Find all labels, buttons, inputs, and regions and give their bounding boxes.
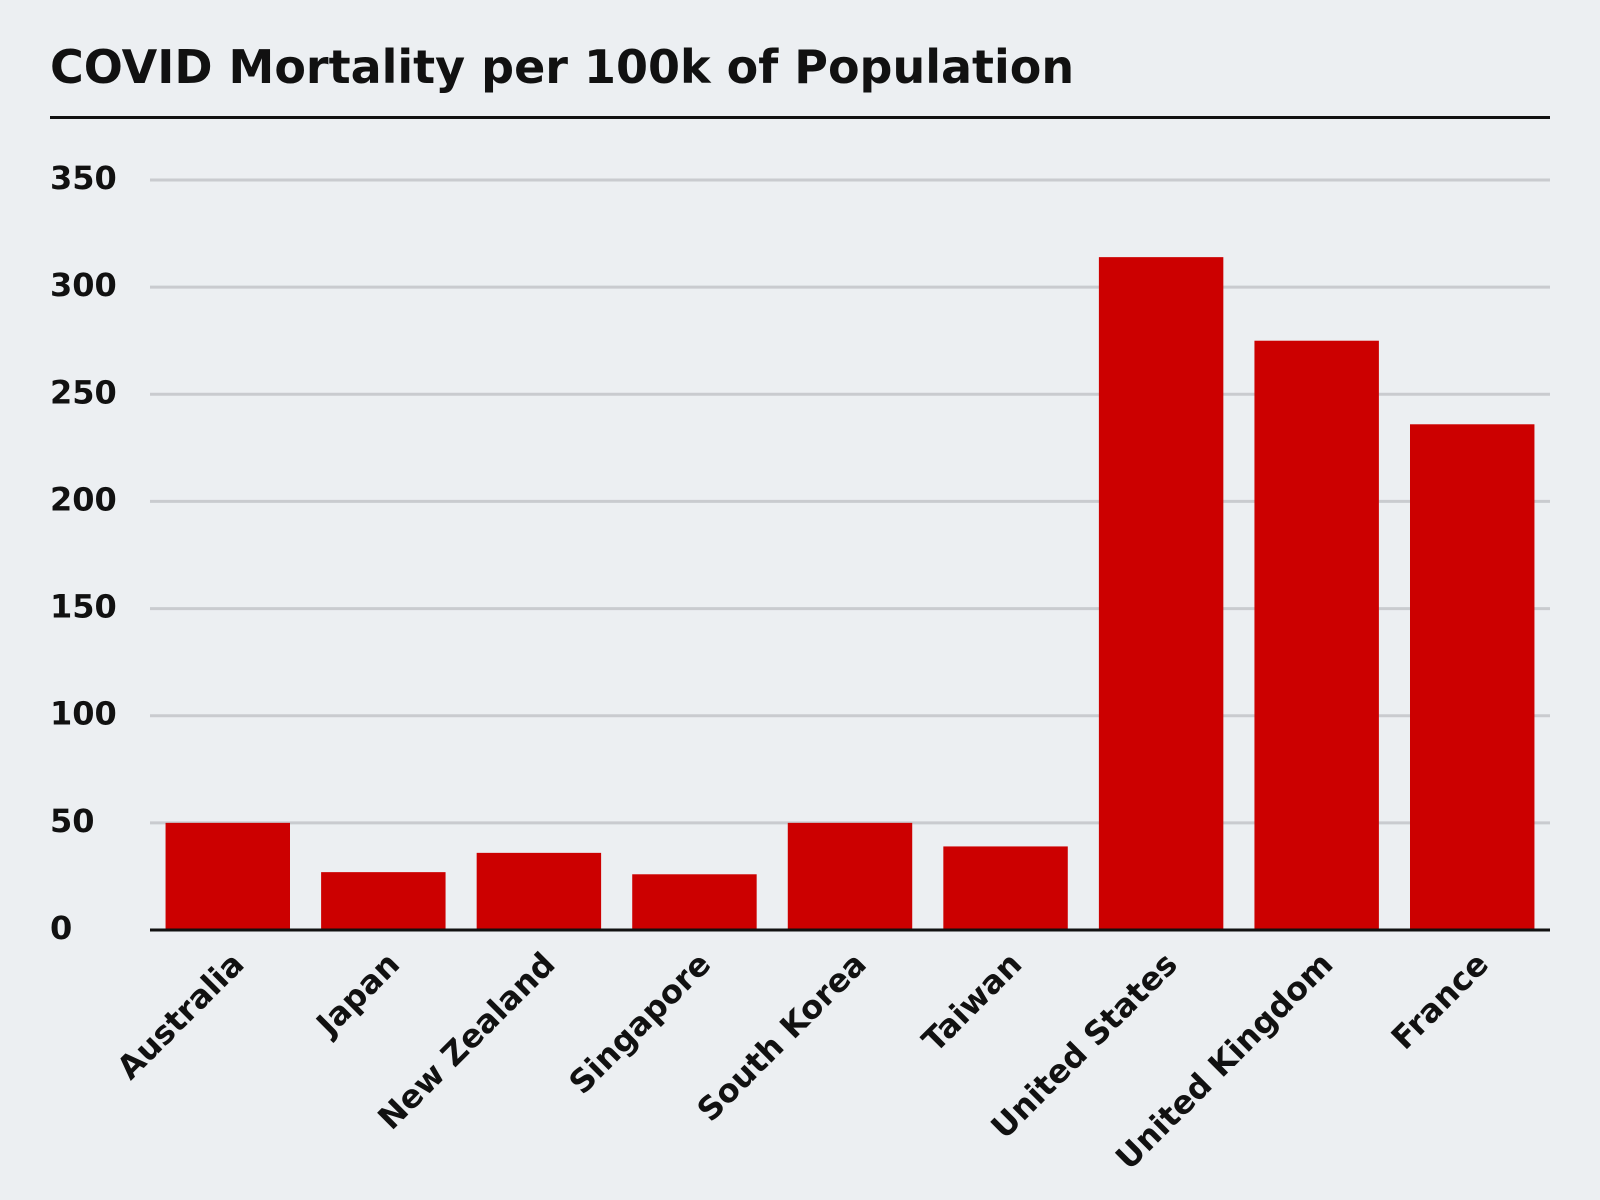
x-tick-label: France [1384, 945, 1496, 1057]
bar-taiwan [943, 846, 1068, 930]
x-tick-label: Taiwan [915, 945, 1030, 1060]
y-tick-label: 0 [50, 909, 72, 947]
x-tick-label: Japan [307, 945, 407, 1045]
bar-japan [321, 872, 446, 930]
y-tick-label: 350 [50, 159, 117, 197]
bars [165, 257, 1535, 931]
bar-united-kingdom [1254, 340, 1379, 930]
y-axis-ticks: 0 50 100 150 200 250 300 350 [50, 159, 117, 947]
y-tick-label: 300 [50, 266, 117, 304]
y-tick-label: 200 [50, 480, 117, 518]
y-tick-label: 150 [50, 588, 117, 626]
title-divider [50, 116, 1550, 119]
bar-australia [165, 822, 290, 930]
chart-title: COVID Mortality per 100k of Population [50, 40, 1075, 94]
y-tick-label: 50 [50, 802, 95, 840]
x-tick-label: Singapore [561, 945, 718, 1102]
bar-france [1410, 424, 1535, 930]
bar-united-states [1098, 257, 1224, 931]
bar-south-korea [787, 822, 913, 930]
y-tick-label: 100 [50, 695, 117, 733]
y-tick-label: 250 [50, 373, 117, 411]
x-tick-label: Australia [109, 945, 251, 1087]
bar-new-zealand [476, 852, 602, 930]
bar-singapore [632, 874, 757, 930]
